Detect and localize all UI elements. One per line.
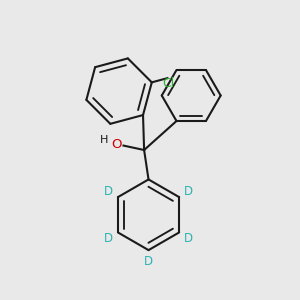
Text: D: D: [184, 232, 194, 244]
Text: D: D: [104, 232, 113, 244]
Text: H: H: [100, 135, 109, 145]
Text: Cl: Cl: [162, 77, 174, 90]
Text: D: D: [104, 185, 113, 198]
Text: D: D: [144, 255, 153, 268]
Text: D: D: [184, 185, 194, 198]
Text: O: O: [111, 138, 122, 151]
